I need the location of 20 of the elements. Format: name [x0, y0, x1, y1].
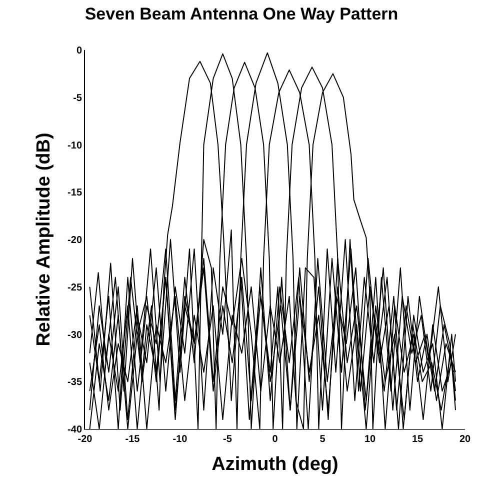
y-tick-label: -30: [68, 330, 82, 341]
y-tick-label: -10: [68, 140, 82, 152]
y-tick-label: -20: [68, 235, 82, 246]
y-axis-title: Relative Amplitude (dB): [33, 132, 54, 346]
x-tick-label: -5: [223, 434, 232, 445]
y-tick-label: 0: [76, 46, 82, 56]
chart-title: Seven Beam Antenna One Way Pattern: [84, 4, 398, 24]
y-tick-label: -25: [68, 282, 82, 294]
x-tick-label: 0: [272, 434, 278, 445]
x-tick-label: -15: [125, 434, 140, 445]
x-tick-label: 5: [320, 434, 326, 445]
x-tick-label: 15: [412, 434, 424, 445]
y-tick-label: -5: [73, 92, 82, 104]
x-tick-label: -10: [172, 434, 188, 445]
y-tick-label: -35: [68, 377, 82, 388]
y-tick-label: -15: [68, 188, 82, 199]
x-tick-label: 10: [364, 434, 376, 445]
x-tick-label: 20: [459, 434, 471, 445]
x-axis-title: Azimuth (deg): [212, 454, 338, 475]
y-tick-label: -40: [68, 424, 82, 436]
